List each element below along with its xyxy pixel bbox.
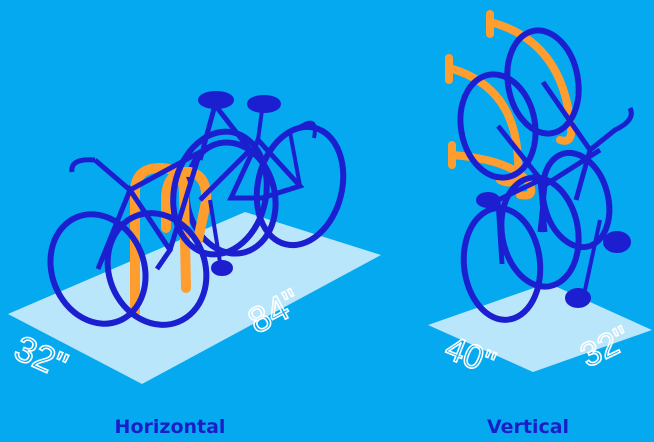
vertical-floor-footprint — [428, 283, 652, 372]
vertical-bike-middle — [457, 71, 602, 308]
vertical-bike-bottom — [460, 176, 548, 323]
vertical-caption: Vertical — [486, 416, 570, 438]
horizontal-layout: 32" 84" — [8, 91, 381, 387]
horizontal-floor-footprint — [8, 212, 381, 384]
horizontal-bike-middle — [170, 91, 270, 258]
horizontal-caption: Horizontal — [114, 416, 226, 438]
horizontal-bike-front — [47, 146, 233, 328]
vertical-wall-hooks — [445, 10, 576, 200]
vertical-layout: 40" 32" — [428, 10, 652, 384]
